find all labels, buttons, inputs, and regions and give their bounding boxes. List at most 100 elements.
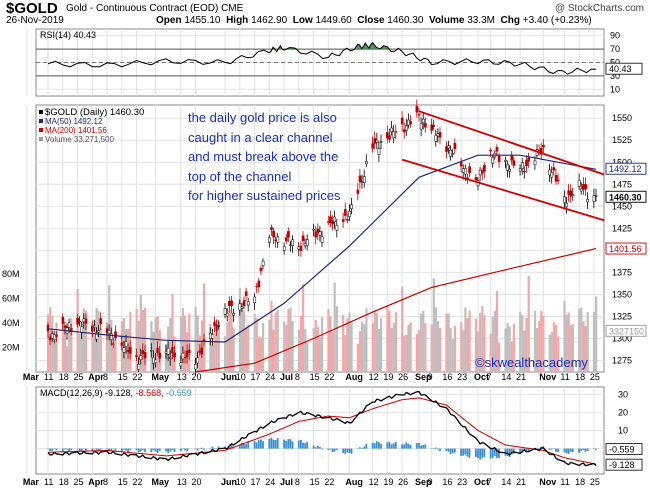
- macd-tick-label: 30: [618, 389, 628, 399]
- macd-histogram-bar: [493, 448, 496, 457]
- volume-bar: [548, 334, 551, 372]
- candle-body: [527, 157, 531, 162]
- volume-bar: [550, 332, 553, 372]
- macd-histogram-bar: [504, 448, 507, 456]
- x-tick-label-bottom: 18: [575, 477, 585, 487]
- candle-body: [230, 300, 233, 307]
- candle-body: [55, 334, 58, 337]
- candle-body: [592, 195, 596, 202]
- macd-histogram-bar: [580, 448, 583, 451]
- volume-bar: [571, 324, 574, 372]
- candle-body: [480, 170, 484, 174]
- volume-bar: [527, 275, 530, 372]
- macd-badge-label: -0.559: [609, 445, 635, 455]
- volume-bar: [312, 327, 315, 372]
- volume-bar: [97, 311, 100, 372]
- candle-body: [200, 347, 204, 355]
- volume-bar: [422, 311, 425, 372]
- macd-histogram-bar: [563, 448, 566, 453]
- x-tick-label: 22: [133, 372, 143, 382]
- volume-bar: [285, 324, 288, 372]
- candle-body: [577, 179, 581, 187]
- volume-bar: [137, 320, 140, 372]
- macd-histogram-bar: [557, 448, 559, 453]
- macd-histogram-bar: [445, 448, 448, 451]
- macd-histogram-bar: [257, 440, 260, 449]
- candle-body: [341, 219, 345, 222]
- macd-histogram-bar: [378, 442, 380, 449]
- volume-bar: [61, 316, 64, 372]
- macd-value: -9.128,: [105, 388, 136, 398]
- candle-body: [46, 324, 50, 332]
- macd-histogram-bar: [270, 437, 273, 449]
- volume-bar: [552, 322, 555, 372]
- macd-histogram-bar: [141, 448, 144, 450]
- macd-histogram-bar: [173, 448, 176, 452]
- open-label: Open: [156, 15, 182, 26]
- candle-body: [242, 300, 246, 307]
- candle-body: [350, 204, 353, 209]
- candle-body: [171, 347, 174, 354]
- macd-histogram-bar: [135, 448, 138, 451]
- macd-histogram-bar: [356, 448, 359, 450]
- macd-histogram-bar: [420, 445, 422, 449]
- x-tick-label-bottom: 25: [74, 477, 84, 487]
- candle-body: [362, 176, 366, 183]
- x-tick-label-bottom: 15: [118, 477, 128, 487]
- x-tick-label: 12: [369, 372, 379, 382]
- x-tick-label: 23: [457, 372, 467, 382]
- macd-badge: [605, 458, 643, 471]
- macd-histogram-bar: [243, 444, 245, 449]
- macd-badge-label: -9.128: [609, 460, 635, 470]
- x-tick-label: 20: [192, 372, 202, 382]
- macd-histogram-bar: [407, 443, 410, 449]
- candle-body: [512, 160, 516, 166]
- volume-bar: [495, 290, 499, 372]
- macd-histogram-bar: [409, 445, 412, 449]
- volume-bar: [238, 288, 241, 372]
- macd-histogram-bar: [521, 448, 524, 453]
- candle-body: [202, 339, 206, 342]
- candle-body: [314, 231, 318, 238]
- price-tick-label: 1450: [612, 201, 632, 211]
- macd-histogram-bar: [291, 441, 294, 449]
- volume-bar: [361, 321, 364, 372]
- candle-body: [504, 159, 507, 162]
- volume-bar: [306, 342, 309, 372]
- candle-body: [67, 322, 71, 328]
- volume-bar: [474, 318, 478, 372]
- macd-histogram-bar: [449, 448, 452, 454]
- volume-bar: [563, 300, 566, 372]
- candle-body: [539, 147, 543, 155]
- volume-bar: [304, 329, 307, 372]
- volume-value: 33.3M: [467, 15, 495, 26]
- x-tick-label-bottom: 15: [310, 477, 320, 487]
- macd-histogram-bar: [512, 448, 515, 454]
- x-tick-label-bottom: 11: [44, 477, 53, 487]
- macd-histogram-bar: [466, 448, 469, 457]
- macd-tick-label: 10: [618, 426, 628, 436]
- price-tick-label: 1525: [612, 135, 632, 145]
- candle-body: [158, 352, 162, 359]
- volume-bar: [245, 328, 248, 372]
- volume-bar: [506, 322, 509, 372]
- volume-bar: [259, 337, 263, 372]
- macd-histogram-bar: [571, 448, 574, 452]
- macd-histogram-bar: [477, 448, 479, 458]
- macd-histogram-bar: [165, 448, 167, 452]
- volume-bar: [436, 321, 440, 372]
- candle-body: [584, 184, 587, 190]
- legend-swatch: [39, 110, 43, 114]
- macd-histogram-bar: [184, 448, 186, 451]
- x-tick-label-bottom: 23: [457, 477, 467, 487]
- x-tick-label: Jul: [280, 372, 293, 382]
- x-tick-label: Oct: [474, 372, 489, 382]
- candle-body: [569, 190, 573, 197]
- candle-body: [333, 216, 337, 223]
- volume-bar: [434, 307, 437, 372]
- source-label: @ StockCharts.com: [554, 3, 644, 14]
- macd-histogram-bar: [171, 448, 174, 451]
- volume-bar: [481, 306, 484, 372]
- candle-body: [276, 236, 280, 243]
- candle-body: [244, 291, 248, 296]
